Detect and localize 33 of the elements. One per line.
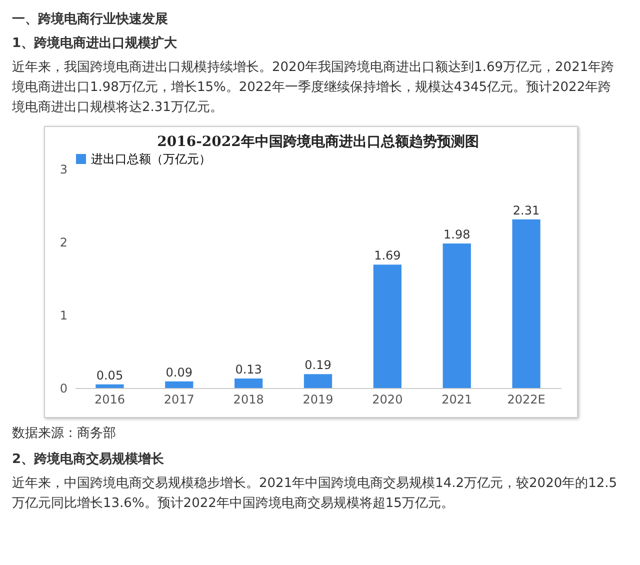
y-tick-label: 2 bbox=[60, 236, 68, 250]
x-tick-label: 2017 bbox=[164, 392, 194, 406]
text: 一、跨境电商行业快速发展 bbox=[12, 10, 169, 28]
data-label: 1.69 bbox=[374, 248, 401, 263]
text: 近年来，我国跨境电商进出口规模持续增长。2020年我国跨境电商进出口额达到1.69万亿元，2021年跨境电商进出口1.98万亿元，增长15%。2022年一季度继续保持增长，规模达4345亿元。预计2022年跨境电商进出口规模将达2.31万亿元。 bbox=[12, 59, 616, 117]
bar bbox=[512, 219, 540, 388]
y-tick-label: 0 bbox=[60, 382, 68, 396]
data-label: 0.13 bbox=[235, 362, 262, 377]
x-tick-label: 2018 bbox=[233, 392, 264, 406]
bar bbox=[304, 374, 332, 388]
y-tick-label: 3 bbox=[60, 162, 68, 176]
y-tick-label: 1 bbox=[60, 308, 68, 322]
data-label: 0.19 bbox=[304, 358, 332, 372]
text: 2、跨境电商交易规模增长 bbox=[12, 450, 166, 468]
chart-title: 2016-2022年中国跨境电商进出口总额趋势预测图 bbox=[157, 133, 479, 150]
data-label: 2.31 bbox=[512, 203, 540, 218]
data-label: 0.09 bbox=[166, 365, 192, 380]
x-tick-label: 2016 bbox=[94, 392, 125, 406]
legend-label: 进出口总额（万亿元） bbox=[91, 152, 211, 166]
text: 1、跨境电商进出口规模扩大 bbox=[12, 34, 178, 52]
x-tick-label: 2022E bbox=[507, 392, 546, 406]
bar bbox=[442, 243, 471, 388]
data-label: 0.05 bbox=[96, 368, 124, 382]
bar bbox=[373, 264, 402, 388]
bar bbox=[165, 381, 194, 388]
text: 近年来，中国跨境电商交易规模稳步增长。2021年中国跨境电商交易规模14.2万亿元，较2020年的12.5万亿元同比增长13.6%。预计2022年中国跨境电商交易规模将超15万亿元。 bbox=[12, 475, 618, 513]
source-note: 数据来源：商务部 bbox=[12, 425, 117, 443]
x-tick-label: 2020 bbox=[372, 392, 403, 406]
x-tick-label: 2019 bbox=[302, 392, 334, 406]
x-tick-label: 2021 bbox=[442, 392, 472, 406]
bar bbox=[234, 378, 263, 388]
data-label: 1.98 bbox=[444, 227, 470, 242]
bar bbox=[96, 384, 124, 388]
